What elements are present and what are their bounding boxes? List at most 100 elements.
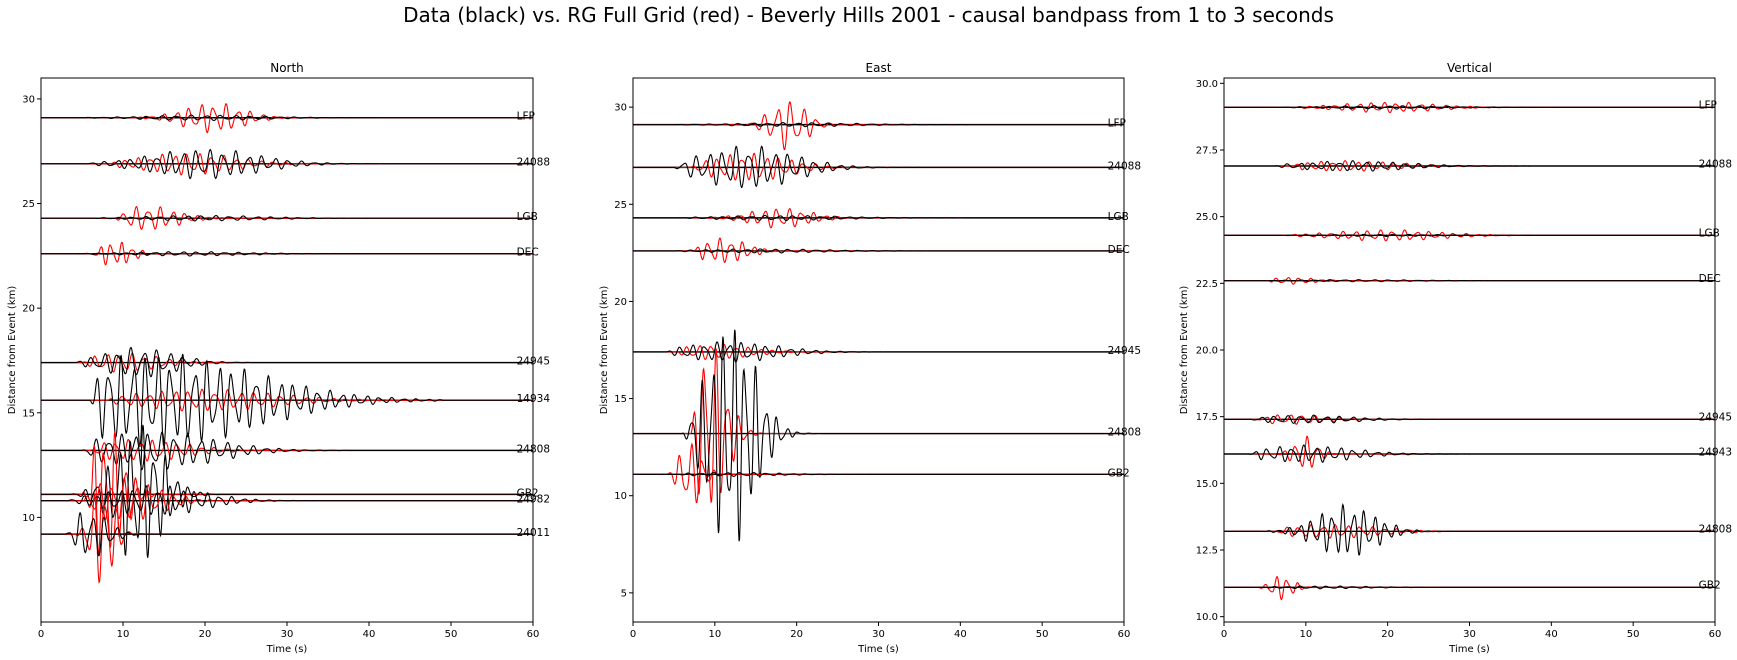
east-data-trace-LGB bbox=[633, 214, 1124, 222]
east-y-tick-label: 10 bbox=[614, 491, 627, 502]
north-x-tick-label: 10 bbox=[117, 629, 130, 640]
north-y-tick-label: 15 bbox=[22, 408, 35, 419]
east-y-axis-label: Distance from Event (km) bbox=[599, 286, 610, 415]
vertical-x-tick-label: 60 bbox=[1709, 629, 1722, 640]
vertical-y-tick-label: 22.5 bbox=[1196, 279, 1218, 290]
vertical-x-tick-label: 10 bbox=[1299, 629, 1312, 640]
vertical-y-tick-label: 20.0 bbox=[1196, 346, 1218, 357]
vertical-y-tick-label: 27.5 bbox=[1196, 146, 1218, 157]
east-data-trace-24088 bbox=[633, 145, 1124, 189]
east-y-tick-label: 15 bbox=[614, 394, 627, 405]
east-panel-title: East bbox=[866, 61, 892, 75]
north-y-axis-label: Distance from Event (km) bbox=[7, 286, 18, 415]
north-station-label: DEC bbox=[517, 247, 539, 259]
north-data-trace-GB2 bbox=[41, 424, 533, 558]
east-x-tick-label: 50 bbox=[1036, 629, 1049, 640]
vertical-data-trace-LGB bbox=[1224, 233, 1715, 237]
vertical-x-axis-label: Time (s) bbox=[1448, 644, 1490, 655]
vertical-x-tick-label: 30 bbox=[1463, 629, 1476, 640]
north-data-trace-24088 bbox=[41, 148, 533, 180]
east-synthetic-trace-GB2 bbox=[633, 442, 1124, 504]
north-x-tick-label: 60 bbox=[527, 629, 540, 640]
east-traces bbox=[633, 101, 1124, 542]
north-data-trace-24982 bbox=[41, 485, 533, 516]
vertical-synthetic-trace-24943 bbox=[1224, 435, 1715, 468]
vertical-y-tick-label: 30.0 bbox=[1196, 79, 1218, 90]
east-station-label: LGB bbox=[1108, 211, 1129, 223]
north-x-tick-label: 0 bbox=[38, 629, 44, 640]
vertical-station-label: GB2 bbox=[1699, 580, 1721, 592]
vertical-station-label: LGB bbox=[1699, 228, 1720, 240]
north-x-tick-label: 30 bbox=[281, 629, 294, 640]
vertical-x-tick-label: 20 bbox=[1381, 629, 1394, 640]
north-data-trace-24808 bbox=[41, 431, 533, 471]
east-x-tick-label: 40 bbox=[954, 629, 967, 640]
north-panel: LFP24088LGBDEC249451493424808GB224982240… bbox=[7, 61, 550, 655]
vertical-traces bbox=[1224, 101, 1715, 601]
east-station-label: LFP bbox=[1108, 118, 1126, 130]
east-data-trace-GB2 bbox=[633, 471, 1124, 477]
north-y-tick-label: 20 bbox=[22, 304, 35, 315]
vertical-y-axis-label: Distance from Event (km) bbox=[1179, 286, 1190, 415]
vertical-y-tick-label: 10.0 bbox=[1196, 612, 1218, 623]
vertical-station-label: DEC bbox=[1699, 273, 1721, 285]
vertical-data-trace-24088 bbox=[1224, 160, 1715, 172]
east-data-trace-24808 bbox=[633, 329, 1124, 542]
north-panel-title: North bbox=[270, 61, 304, 75]
north-x-axis-label: Time (s) bbox=[266, 644, 308, 655]
east-y-tick-label: 20 bbox=[614, 297, 627, 308]
north-station-label: LFP bbox=[517, 111, 535, 123]
east-x-tick-label: 30 bbox=[872, 629, 885, 640]
vertical-synthetic-trace-GB2 bbox=[1224, 575, 1715, 601]
vertical-data-trace-24808 bbox=[1224, 503, 1715, 557]
north-y-tick-label: 25 bbox=[22, 199, 35, 210]
vertical-data-trace-DEC bbox=[1224, 279, 1715, 283]
north-y-tick-label: 10 bbox=[22, 513, 35, 524]
north-x-tick-label: 40 bbox=[363, 629, 376, 640]
east-data-trace-24945 bbox=[633, 341, 1124, 363]
vertical-y-tick-label: 12.5 bbox=[1196, 546, 1218, 557]
vertical-y-tick-label: 17.5 bbox=[1196, 412, 1218, 423]
north-axes-frame bbox=[40, 77, 534, 623]
vertical-y-tick-label: 15.0 bbox=[1196, 479, 1218, 490]
north-data-trace-14934 bbox=[41, 353, 533, 449]
north-data-trace-LGB bbox=[41, 214, 533, 222]
north-y-tick-label: 30 bbox=[22, 94, 35, 105]
north-synthetic-trace-24011 bbox=[41, 492, 533, 584]
north-traces bbox=[41, 102, 533, 584]
north-x-tick-label: 20 bbox=[199, 629, 212, 640]
east-station-label: DEC bbox=[1108, 244, 1130, 256]
east-y-tick-label: 30 bbox=[614, 103, 627, 114]
vertical-data-trace-24945 bbox=[1224, 414, 1715, 424]
figure-title: Data (black) vs. RG Full Grid (red) - Be… bbox=[403, 3, 1334, 27]
east-x-tick-label: 0 bbox=[630, 629, 636, 640]
vertical-data-trace-GB2 bbox=[1224, 585, 1715, 590]
vertical-panel-title: Vertical bbox=[1447, 61, 1492, 75]
north-x-tick-label: 50 bbox=[445, 629, 458, 640]
vertical-station-label: LFP bbox=[1699, 100, 1717, 112]
vertical-axes-frame bbox=[1223, 77, 1716, 623]
vertical-data-trace-24943 bbox=[1224, 444, 1715, 463]
east-station-label: GB2 bbox=[1108, 467, 1130, 479]
vertical-data-trace-LFP bbox=[1224, 105, 1715, 110]
north-data-trace-24011 bbox=[41, 512, 533, 557]
vertical-x-tick-label: 40 bbox=[1545, 629, 1558, 640]
vertical-x-tick-label: 50 bbox=[1627, 629, 1640, 640]
east-y-tick-label: 25 bbox=[614, 200, 627, 211]
north-data-trace-LFP bbox=[41, 114, 533, 122]
east-data-trace-LFP bbox=[633, 122, 1124, 128]
east-x-tick-label: 20 bbox=[790, 629, 803, 640]
east-y-tick-label: 5 bbox=[621, 588, 627, 599]
north-station-label: LGB bbox=[517, 211, 538, 223]
east-x-tick-label: 60 bbox=[1118, 629, 1131, 640]
east-x-axis-label: Time (s) bbox=[857, 644, 899, 655]
vertical-y-tick-label: 25.0 bbox=[1196, 212, 1218, 223]
east-x-tick-label: 10 bbox=[708, 629, 721, 640]
east-data-trace-DEC bbox=[633, 248, 1124, 254]
vertical-x-tick-label: 0 bbox=[1221, 629, 1227, 640]
north-data-trace-24945 bbox=[41, 346, 533, 378]
north-data-trace-DEC bbox=[41, 251, 533, 257]
